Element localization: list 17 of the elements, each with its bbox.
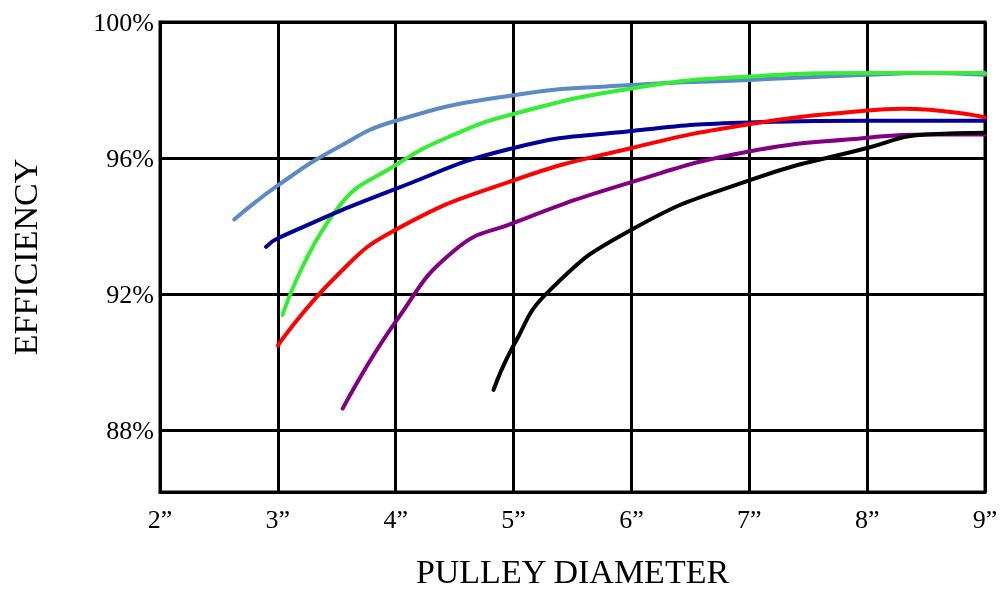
line-series bbox=[280, 71, 987, 317]
line-series bbox=[264, 118, 987, 249]
y-tick-label: 100% bbox=[93, 7, 154, 37]
line-series bbox=[275, 106, 987, 348]
x-tick-label: 5” bbox=[501, 504, 526, 534]
y-tick-label: 88% bbox=[106, 416, 154, 446]
x-tick-label: 9” bbox=[972, 504, 998, 534]
x-tick-label: 7” bbox=[737, 504, 762, 534]
x-tick-label: 3” bbox=[265, 504, 291, 534]
y-tick-label: 92% bbox=[106, 279, 154, 309]
x-tick-label: 2” bbox=[147, 504, 173, 534]
y-axis-title: EFFICIENCY bbox=[6, 158, 44, 356]
x-tick-label: 6” bbox=[619, 504, 644, 534]
y-tick-label: 96% bbox=[106, 143, 154, 173]
x-axis-title: PULLEY DIAMETER bbox=[415, 552, 730, 590]
x-tick-label: 8” bbox=[854, 504, 880, 534]
x-tick-label: 4” bbox=[383, 504, 408, 534]
